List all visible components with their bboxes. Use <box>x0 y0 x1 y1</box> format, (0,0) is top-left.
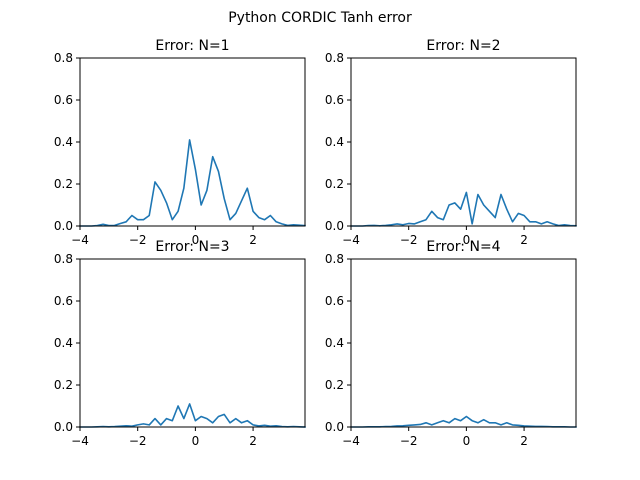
x-tick-label: −2 <box>400 434 418 448</box>
series-line <box>350 191 577 227</box>
y-tick-label: 0.0 <box>54 219 73 233</box>
x-tick-label: 0 <box>192 233 200 247</box>
plot-area <box>351 259 576 427</box>
x-tick-label: −4 <box>342 434 360 448</box>
y-tick-label: 0.0 <box>325 420 344 434</box>
y-tick-label: 0.2 <box>325 378 344 392</box>
y-tick-label: 0.6 <box>54 294 73 308</box>
x-tick-label: 2 <box>249 434 257 448</box>
y-tick-label: 0.8 <box>325 252 344 266</box>
y-tick-label: 0.8 <box>54 51 73 65</box>
x-tick-label: −4 <box>71 434 89 448</box>
y-tick-label: 0.4 <box>54 336 73 350</box>
y-tick-label: 0.8 <box>325 51 344 65</box>
plot-area <box>80 259 305 427</box>
subplot-3: −4 −2 0 2 0.0 0.2 0.4 0.6 0.8 Error: N=3 <box>54 239 306 448</box>
y-tick-label: 0.2 <box>54 177 73 191</box>
subplot-title: Error: N=3 <box>155 239 229 255</box>
series-line <box>79 139 306 227</box>
y-tick-label: 0.4 <box>325 336 344 350</box>
x-tick-label: −4 <box>342 233 360 247</box>
y-tick-label: 0.2 <box>325 177 344 191</box>
subplot-title: Error: N=4 <box>426 239 500 255</box>
x-tick-label: 0 <box>192 434 200 448</box>
x-tick-label: −2 <box>129 233 147 247</box>
x-tick-label: −2 <box>129 434 147 448</box>
subplot-4: −4 −2 0 2 0.0 0.2 0.4 0.6 0.8 Error: N=4 <box>325 239 577 448</box>
x-tick-label: −2 <box>400 233 418 247</box>
y-tick-label: 0.0 <box>325 219 344 233</box>
y-tick-label: 0.0 <box>54 420 73 434</box>
x-tick-label: 2 <box>249 233 257 247</box>
subplot-1: −4 −2 0 2 0.0 0.2 0.4 0.6 0.8 Error: N=1 <box>54 38 306 247</box>
y-tick-label: 0.4 <box>54 135 73 149</box>
y-tick-label: 0.6 <box>54 93 73 107</box>
series-line <box>79 403 306 428</box>
x-tick-label: 0 <box>463 434 471 448</box>
x-tick-label: 2 <box>520 434 528 448</box>
subplot-title: Error: N=2 <box>426 38 500 54</box>
y-tick-label: 0.6 <box>325 93 344 107</box>
plot-area <box>80 58 305 226</box>
figure-title: Python CORDIC Tanh error <box>228 10 412 26</box>
x-tick-label: 2 <box>520 233 528 247</box>
y-tick-label: 0.6 <box>325 294 344 308</box>
subplot-title: Error: N=1 <box>155 38 229 54</box>
x-tick-label: 0 <box>463 233 471 247</box>
x-tick-label: −4 <box>71 233 89 247</box>
subplots-group: −4 −2 0 2 0.0 0.2 0.4 0.6 0.8 Error: N=1 −4 −2 0 2 0.0… <box>54 38 577 448</box>
y-tick-label: 0.2 <box>54 378 73 392</box>
series-line <box>350 415 577 428</box>
subplot-2: −4 −2 0 2 0.0 0.2 0.4 0.6 0.8 Error: N=2 <box>325 38 577 247</box>
y-tick-label: 0.8 <box>54 252 73 266</box>
plot-area <box>351 58 576 226</box>
y-tick-label: 0.4 <box>325 135 344 149</box>
